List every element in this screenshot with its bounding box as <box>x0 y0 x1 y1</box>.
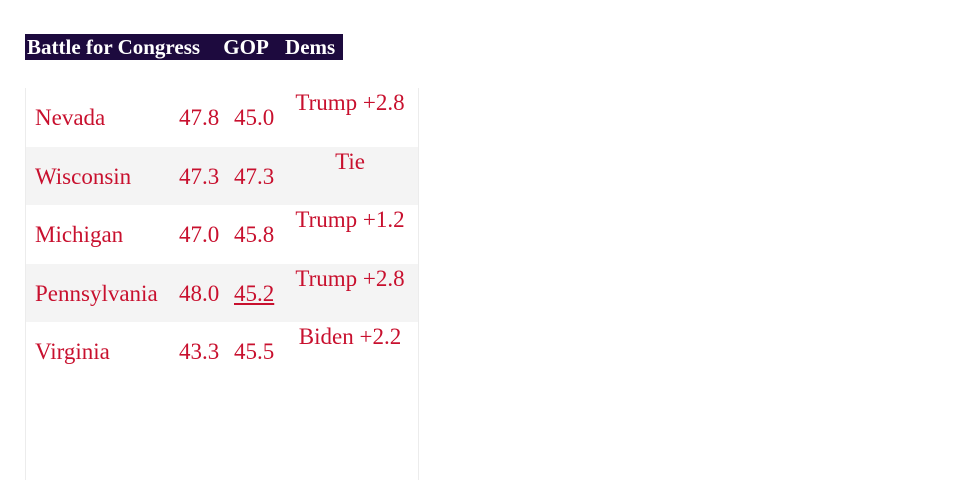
gop-value: 47.3 <box>179 163 220 189</box>
table-row: Pennsylvania 48.0 45.2 Trump +2.8 <box>26 263 418 322</box>
state-name: Michigan <box>35 222 124 247</box>
state-name: Nevada <box>35 105 106 130</box>
margin-label: Tie <box>335 148 365 174</box>
gop-value: 48.0 <box>179 280 220 306</box>
table-header-bar: Battle for Congress GOP Dems <box>25 34 344 60</box>
dem-value: 45.5 <box>234 339 275 364</box>
margin-label: Trump +2.8 <box>295 265 405 291</box>
state-name: Virginia <box>35 339 110 364</box>
state-name: Pennsylvania <box>35 280 158 306</box>
header-title: Battle for Congress <box>27 35 201 59</box>
header-dems-column: Dems <box>285 35 336 59</box>
table-row: Nevada 47.8 45.0 Trump +2.8 <box>26 88 418 147</box>
gop-value: 47.0 <box>179 222 220 247</box>
dem-value: 45.8 <box>234 222 275 247</box>
table-row: Michigan 47.0 45.8 Trump +1.2 <box>26 205 418 264</box>
results-table: Nevada 47.8 45.0 Trump +2.8 Wisconsin 47… <box>25 88 419 480</box>
dem-value-link[interactable]: 45.2 <box>234 280 275 306</box>
gop-value: 43.3 <box>179 339 220 364</box>
header-gop-column: GOP <box>223 35 269 59</box>
gop-value: 47.8 <box>179 105 220 130</box>
margin-label: Trump +1.2 <box>295 207 405 232</box>
state-name: Wisconsin <box>35 163 132 189</box>
table-row: Wisconsin 47.3 47.3 Tie <box>26 146 418 205</box>
margin-label: Trump +2.8 <box>295 90 405 115</box>
margin-label: Biden +2.2 <box>298 324 402 349</box>
dem-value: 45.0 <box>234 105 275 130</box>
dem-value: 47.3 <box>234 163 275 189</box>
table-row: Virginia 43.3 45.5 Biden +2.2 <box>26 322 418 381</box>
